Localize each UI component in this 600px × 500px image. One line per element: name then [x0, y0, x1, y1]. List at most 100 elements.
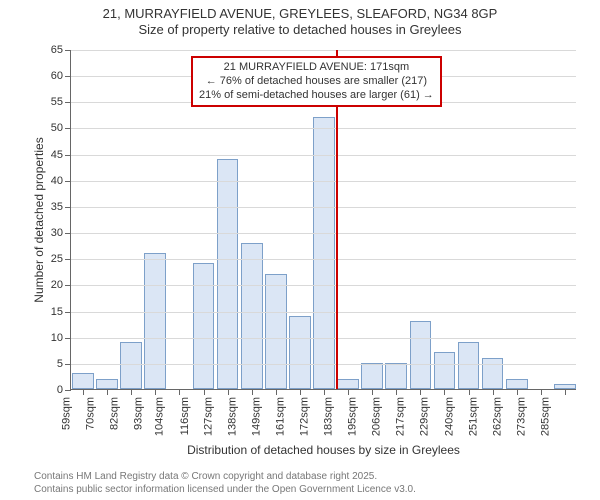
annotation-box: 21 MURRAYFIELD AVENUE: 171sqm← 76% of de…	[191, 56, 442, 107]
x-tick	[252, 389, 253, 395]
bar	[144, 253, 166, 389]
bar	[193, 263, 215, 389]
bar	[458, 342, 480, 389]
bar	[337, 379, 359, 389]
x-tick	[372, 389, 373, 395]
y-tick-label: 30	[51, 227, 63, 239]
x-tick-label: 285sqm	[539, 397, 551, 436]
y-tick	[65, 312, 71, 313]
x-tick-label: 127sqm	[202, 397, 214, 436]
bar	[72, 373, 94, 389]
x-tick-label: 172sqm	[298, 397, 310, 436]
footer-attribution: Contains HM Land Registry data © Crown c…	[34, 471, 416, 496]
y-tick-label: 10	[51, 332, 63, 344]
y-tick	[65, 102, 71, 103]
x-tick	[444, 389, 445, 395]
x-tick	[348, 389, 349, 395]
grid-line	[71, 128, 576, 129]
bar	[120, 342, 142, 389]
x-tick	[396, 389, 397, 395]
plot-area: Number of detached properties Distributi…	[70, 50, 576, 390]
x-tick	[155, 389, 156, 395]
x-tick	[228, 389, 229, 395]
y-tick	[65, 50, 71, 51]
x-tick	[107, 389, 108, 395]
y-axis-label: Number of detached properties	[32, 137, 46, 302]
x-tick-label: 59sqm	[61, 397, 73, 430]
x-axis-label: Distribution of detached houses by size …	[187, 443, 460, 457]
footer-line1: Contains HM Land Registry data © Crown c…	[34, 471, 416, 484]
y-tick	[65, 155, 71, 156]
y-tick-label: 55	[51, 96, 63, 108]
x-tick	[517, 389, 518, 395]
x-tick	[565, 389, 566, 395]
grid-line	[71, 364, 576, 365]
x-tick	[420, 389, 421, 395]
chart-title-line1: 21, MURRAYFIELD AVENUE, GREYLEES, SLEAFO…	[0, 6, 600, 22]
y-tick	[65, 285, 71, 286]
x-tick-label: 183sqm	[323, 397, 335, 436]
bar	[289, 316, 311, 389]
x-tick-label: 149sqm	[250, 397, 262, 436]
bar	[361, 363, 383, 389]
y-tick-label: 25	[51, 253, 63, 265]
x-tick	[493, 389, 494, 395]
y-tick-label: 5	[57, 358, 63, 370]
x-tick-label: 262sqm	[491, 397, 503, 436]
x-tick-label: 161sqm	[274, 397, 286, 436]
grid-line	[71, 155, 576, 156]
x-tick	[300, 389, 301, 395]
x-tick-label: 138sqm	[226, 397, 238, 436]
x-tick	[541, 389, 542, 395]
y-tick	[65, 128, 71, 129]
x-tick	[131, 389, 132, 395]
y-tick-label: 35	[51, 201, 63, 213]
x-tick-label: 217sqm	[395, 397, 407, 436]
grid-line	[71, 312, 576, 313]
grid-line	[71, 50, 576, 51]
x-tick-label: 240sqm	[443, 397, 455, 436]
y-tick-label: 50	[51, 122, 63, 134]
chart-container: Number of detached properties Distributi…	[28, 44, 588, 444]
x-tick	[324, 389, 325, 395]
x-tick-label: 195sqm	[347, 397, 359, 436]
y-tick	[65, 338, 71, 339]
grid-line	[71, 285, 576, 286]
y-tick	[65, 364, 71, 365]
grid-line	[71, 181, 576, 182]
grid-line	[71, 233, 576, 234]
y-tick-label: 20	[51, 279, 63, 291]
x-tick-label: 206sqm	[371, 397, 383, 436]
x-tick	[204, 389, 205, 395]
y-tick-label: 65	[51, 44, 63, 56]
bar	[96, 379, 118, 389]
bar	[385, 363, 407, 389]
x-tick	[276, 389, 277, 395]
x-tick	[469, 389, 470, 395]
grid-line	[71, 207, 576, 208]
y-tick-label: 0	[57, 384, 63, 396]
x-tick-label: 273sqm	[515, 397, 527, 436]
y-tick	[65, 390, 71, 391]
footer-line2: Contains public sector information licen…	[34, 484, 416, 497]
chart-title-line2: Size of property relative to detached ho…	[0, 22, 600, 38]
bar	[241, 243, 263, 389]
x-tick	[179, 389, 180, 395]
grid-line	[71, 338, 576, 339]
bar	[482, 358, 504, 389]
bar	[506, 379, 528, 389]
x-tick	[83, 389, 84, 395]
y-tick	[65, 207, 71, 208]
bar	[265, 274, 287, 389]
y-tick	[65, 259, 71, 260]
bar	[410, 321, 432, 389]
x-tick-label: 229sqm	[419, 397, 431, 436]
x-tick-label: 82sqm	[109, 397, 121, 430]
annotation-line2: ← 76% of detached houses are smaller (21…	[199, 75, 434, 89]
bar	[434, 352, 456, 389]
y-tick-label: 15	[51, 306, 63, 318]
y-tick	[65, 233, 71, 234]
chart-title-block: 21, MURRAYFIELD AVENUE, GREYLEES, SLEAFO…	[0, 0, 600, 39]
y-tick	[65, 181, 71, 182]
y-tick-label: 60	[51, 70, 63, 82]
